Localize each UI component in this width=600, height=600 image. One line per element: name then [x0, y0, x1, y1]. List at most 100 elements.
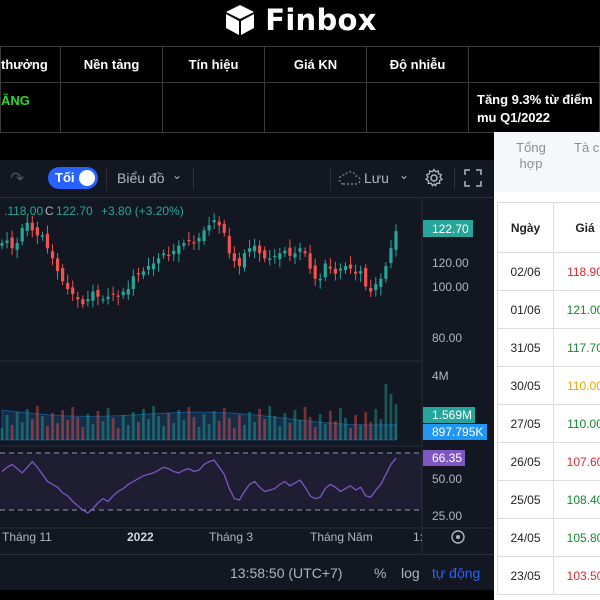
candle-body	[131, 276, 135, 289]
row-date: 01/06	[497, 290, 554, 329]
volume-bar	[121, 415, 125, 440]
redo-icon[interactable]: ↷	[10, 169, 25, 188]
candle-body	[156, 258, 161, 264]
chevron-down-icon[interactable]: ⌄	[172, 168, 183, 182]
row-date: 02/06	[497, 252, 554, 291]
tab-finance[interactable]: Tà chi	[574, 140, 600, 155]
candle-body	[338, 268, 343, 271]
toolbar-divider	[193, 168, 194, 190]
volume-badge-bg	[423, 407, 475, 423]
row-price: 110.00	[553, 404, 600, 443]
candle-body	[207, 225, 211, 231]
price-tick: 120.00	[432, 256, 469, 270]
cell-signal	[162, 82, 265, 133]
volume-bar	[25, 409, 29, 440]
volume-bar	[106, 408, 110, 440]
candle-body	[389, 248, 393, 263]
volume-bar	[46, 426, 49, 440]
price-chart[interactable]: .118.00 C 122.70 +3.80 (+3.20%) 120.00 1…	[0, 198, 494, 554]
volume-bar	[263, 419, 267, 440]
chart-type-menu[interactable]: Biểu đồ	[117, 170, 165, 186]
volume-bar	[86, 414, 90, 440]
time-tick: 2022	[127, 530, 154, 544]
candle-body	[71, 287, 75, 295]
gear-icon[interactable]	[424, 168, 444, 188]
volume-bar	[76, 417, 80, 440]
volume-bar	[359, 425, 363, 440]
header-reward: thưởng	[0, 46, 61, 83]
candle-body	[258, 245, 262, 254]
rsi-tick: 50.00	[432, 472, 462, 486]
candle-body	[101, 299, 105, 301]
toggle-knob	[79, 170, 95, 186]
volume-bar	[0, 428, 4, 440]
candle-body	[333, 268, 337, 274]
gear-icon[interactable]	[451, 530, 465, 544]
legend-close: 122.70	[56, 204, 93, 218]
tab-summary[interactable]: Tổng hợp	[516, 140, 546, 171]
volume-bar	[10, 425, 14, 440]
volume-bar	[131, 412, 135, 440]
volume-bar	[328, 411, 332, 440]
header-signal: Tín hiệu	[162, 46, 265, 83]
header-price: Giá	[553, 202, 600, 253]
volume-bar	[298, 420, 302, 440]
price-tick: 100.00	[432, 280, 469, 294]
toolbar-divider	[330, 168, 331, 190]
candle-body	[369, 287, 373, 292]
volume-bar	[288, 423, 292, 440]
candle-body	[268, 258, 272, 260]
candle-body	[61, 268, 65, 282]
volume-bar	[56, 423, 59, 440]
candle-body	[212, 220, 216, 223]
candle-body	[384, 266, 388, 279]
candle-body	[86, 299, 90, 302]
candle-body	[232, 253, 236, 261]
volume-bar	[15, 412, 19, 440]
volume-bar	[238, 415, 241, 440]
candle-body	[91, 291, 95, 301]
candle-body	[192, 242, 196, 244]
chevron-down-icon[interactable]: ⌄	[399, 168, 410, 182]
volume-tick: 4M	[432, 369, 449, 383]
candle-body	[126, 289, 130, 295]
cloud-icon[interactable]	[337, 169, 361, 187]
candle-body	[263, 250, 267, 259]
chart-bottom-bar: 13:58:50 (UTC+7) % log tự động	[0, 554, 494, 590]
candle-body	[167, 254, 171, 257]
percent-scale-button[interactable]: %	[374, 565, 387, 581]
candle-body	[359, 271, 363, 274]
volume-bar	[51, 413, 54, 440]
candle-body	[364, 268, 368, 287]
volume-bar	[71, 407, 75, 440]
candle-body	[151, 263, 156, 270]
toolbar-divider	[454, 168, 455, 190]
theme-label: Tối	[55, 170, 75, 185]
volume-bar	[278, 426, 282, 440]
candle-body	[162, 253, 166, 256]
candle-body	[278, 253, 282, 259]
volume-bars	[0, 384, 398, 441]
header-noise: Độ nhiễu	[366, 46, 469, 83]
volume-bar	[5, 415, 9, 440]
volume-bar	[217, 421, 221, 440]
volume-bar	[197, 427, 201, 440]
volume-bar	[283, 413, 287, 440]
theme-toggle[interactable]: Tối	[48, 167, 98, 189]
fullscreen-icon[interactable]	[464, 169, 482, 187]
candle-body	[308, 253, 312, 269]
row-price: 121.00	[553, 290, 600, 329]
candle-body	[172, 250, 176, 255]
price-tick: 80.00	[432, 331, 462, 345]
log-scale-button[interactable]: log	[401, 565, 420, 581]
candle-body	[318, 278, 322, 281]
candle-body	[35, 227, 39, 236]
row-date: 30/05	[497, 366, 554, 405]
volume-avg-badge-bg	[423, 424, 487, 440]
volume-average-area	[1, 409, 397, 441]
time-tick: Tháng 11	[2, 530, 52, 544]
save-button[interactable]: Lưu	[364, 170, 389, 186]
candle-body	[136, 273, 140, 275]
auto-scale-button[interactable]: tự động	[432, 565, 481, 581]
